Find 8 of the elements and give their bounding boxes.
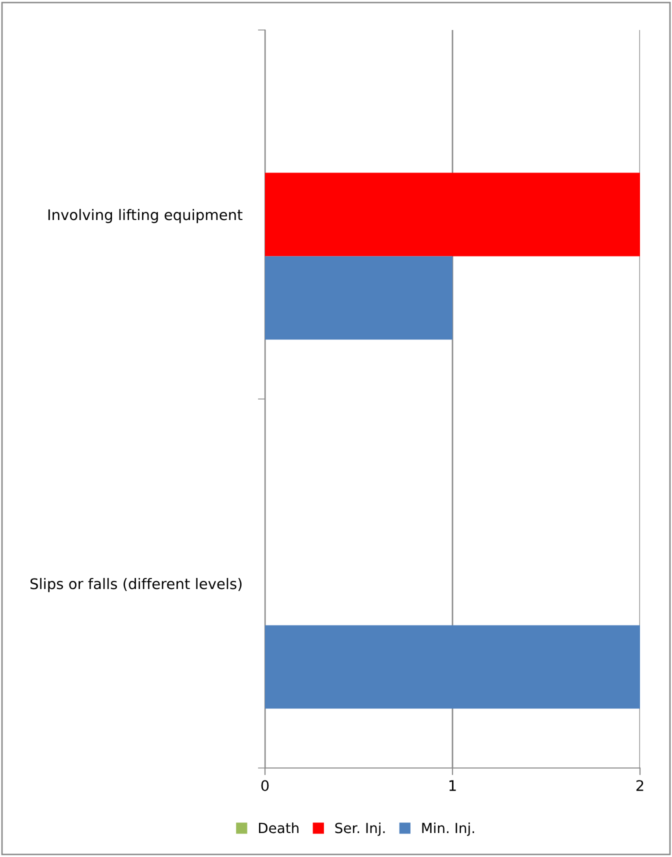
y-tick-label: Involving lifting equipment (48, 208, 242, 224)
legend-label: Min. Inj. (422, 822, 474, 836)
x-tick-label: 0 (261, 780, 269, 792)
x-tick-label: 2 (636, 780, 644, 791)
legend-label: Ser. Inj. (335, 822, 385, 836)
x-tick-label: 1 (449, 780, 456, 791)
y-tick-label: Slips or falls (different levels) (30, 578, 242, 592)
legend-label: Death (258, 822, 298, 834)
